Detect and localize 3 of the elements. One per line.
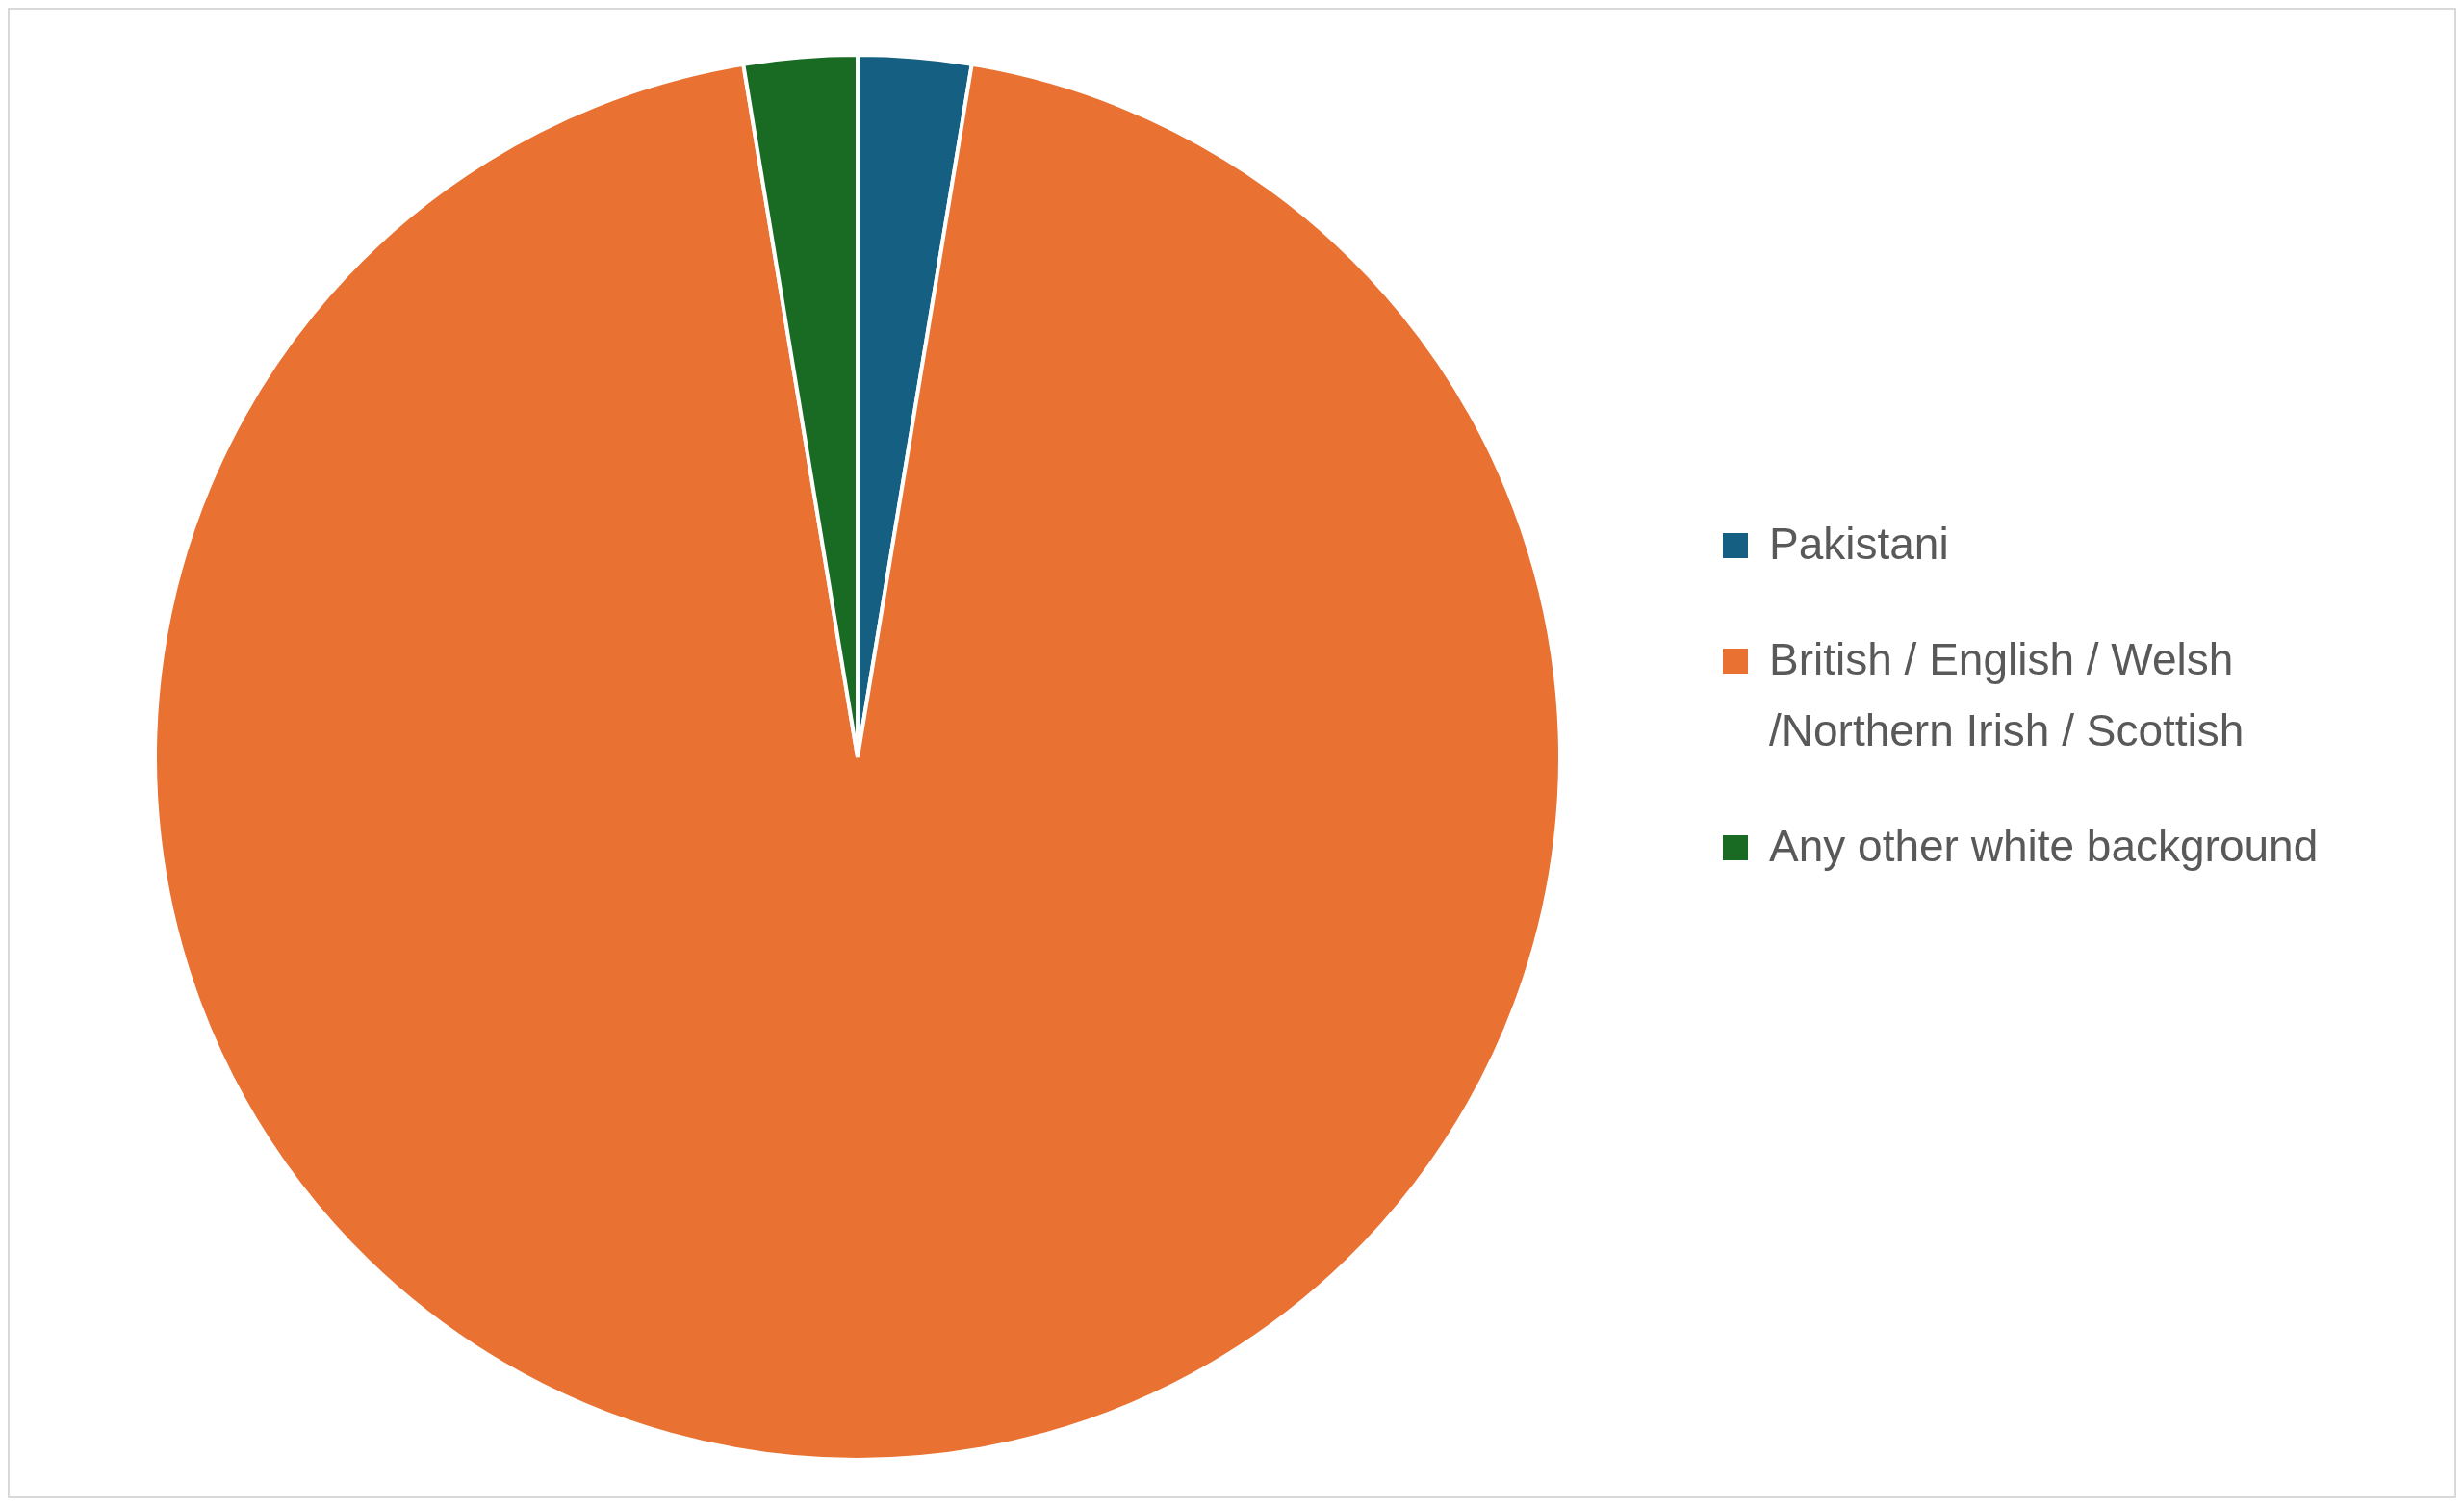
legend-label: Pakistani — [1769, 518, 1949, 571]
legend-label: British / English / Welsh /Northern Irish / Scottish — [1769, 633, 2246, 757]
legend-label: Any other white background — [1769, 820, 2319, 873]
